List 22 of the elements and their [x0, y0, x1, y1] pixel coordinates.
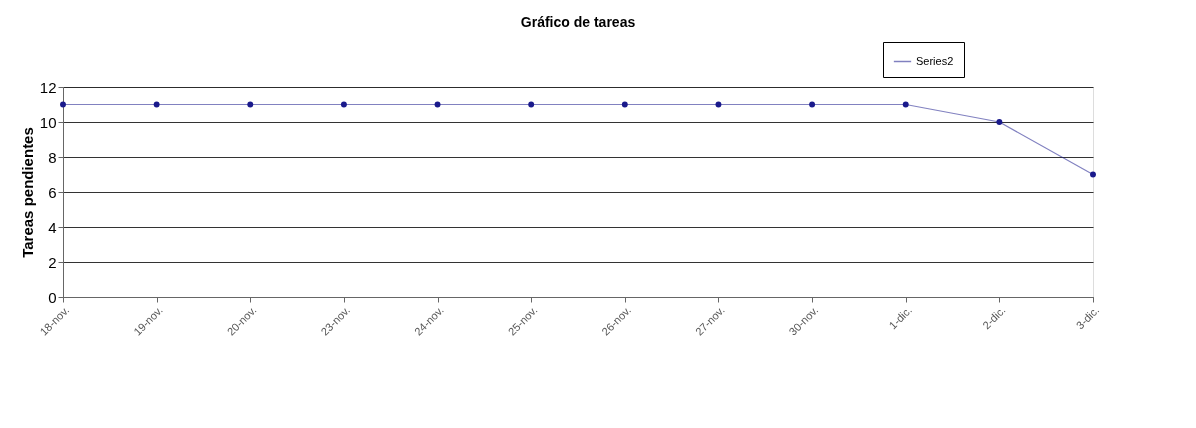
y-axis-title: Tareas pendientes — [18, 127, 36, 258]
point — [60, 101, 66, 108]
y-tick-label: 6 — [48, 183, 57, 201]
point — [809, 101, 816, 108]
point — [528, 101, 535, 108]
y-tick-label: 0 — [48, 288, 57, 306]
legend-label: Series2 — [916, 54, 954, 67]
point — [247, 101, 254, 108]
y-tick-label: 4 — [48, 218, 57, 236]
point — [621, 101, 628, 108]
y-tick-label: 12 — [39, 78, 57, 96]
point — [1090, 171, 1096, 178]
chart-title: Gráfico de tareas — [520, 13, 636, 30]
y-tick-label: 8 — [48, 148, 57, 166]
point — [902, 101, 909, 108]
point — [715, 101, 722, 108]
y-tick-label: 10 — [39, 113, 57, 131]
point — [340, 101, 347, 108]
point — [153, 101, 160, 108]
point — [434, 101, 441, 108]
point — [996, 119, 1003, 125]
y-tick-label: 2 — [48, 253, 57, 271]
